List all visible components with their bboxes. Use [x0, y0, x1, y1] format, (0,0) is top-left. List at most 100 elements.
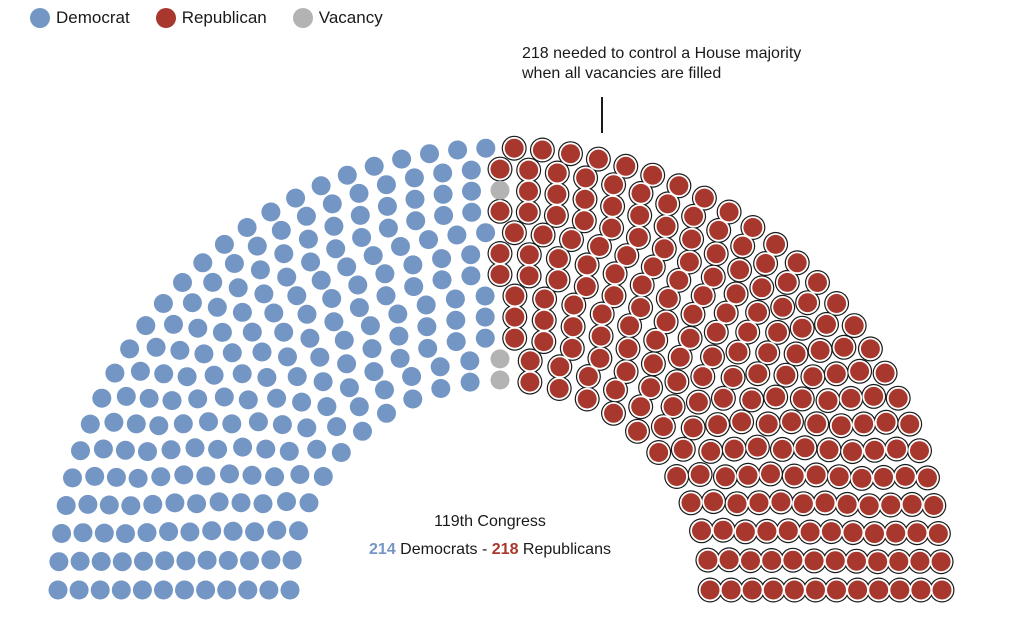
- seat-republican: [490, 244, 510, 263]
- seat-democrat: [433, 163, 453, 183]
- seat-republican: [701, 441, 721, 461]
- seat-democrat: [162, 391, 182, 411]
- seat-republican: [604, 175, 624, 195]
- seat-republican: [874, 467, 894, 487]
- seat-democrat: [247, 236, 267, 256]
- seat-republican: [679, 252, 699, 272]
- seat-democrat: [299, 493, 319, 513]
- seat-republican: [590, 348, 610, 368]
- seat-republican: [726, 284, 746, 304]
- seat-republican: [766, 234, 786, 254]
- seat-democrat: [149, 416, 169, 436]
- seat-republican: [653, 417, 673, 437]
- seat-democrat: [279, 441, 299, 461]
- seat-republican: [881, 495, 901, 515]
- seat-republican: [738, 465, 758, 485]
- seat-republican: [844, 316, 864, 336]
- seat-democrat: [326, 239, 346, 259]
- seat-republican: [806, 465, 826, 485]
- seat-republican: [631, 298, 651, 318]
- seat-republican: [547, 163, 567, 183]
- seat-democrat: [187, 494, 207, 514]
- seat-vacancy: [490, 349, 510, 369]
- seat-democrat: [202, 521, 222, 541]
- seat-democrat: [116, 524, 135, 544]
- seat-democrat: [69, 580, 89, 600]
- seat-democrat: [240, 551, 259, 571]
- seat-republican: [783, 550, 803, 570]
- seat-democrat: [188, 389, 208, 409]
- seat-democrat: [375, 264, 395, 284]
- seat-democrat: [176, 551, 196, 571]
- seat-democrat: [259, 580, 279, 600]
- seat-republican: [890, 580, 910, 600]
- seat-democrat: [130, 361, 150, 381]
- seat-republican: [743, 218, 763, 237]
- seat-democrat: [475, 328, 495, 348]
- seat-democrat: [242, 465, 262, 485]
- dem-label: Democrats: [400, 541, 478, 558]
- seat-democrat: [180, 522, 200, 542]
- seat-republican: [860, 339, 880, 359]
- seat-republican: [631, 183, 651, 203]
- seat-democrat: [136, 316, 156, 336]
- seat-republican: [727, 494, 747, 514]
- seat-republican: [683, 304, 703, 324]
- seat-republican: [505, 328, 525, 348]
- seat-democrat: [475, 286, 495, 306]
- seat-republican: [683, 418, 703, 438]
- seat-republican: [735, 522, 755, 542]
- seat-republican: [752, 278, 772, 298]
- seat-democrat: [48, 580, 68, 600]
- seat-democrat: [63, 468, 82, 488]
- seat-republican: [703, 347, 722, 367]
- seat-republican: [688, 392, 708, 412]
- seat-democrat: [349, 298, 369, 318]
- legend-label-democrat: Democrat: [56, 8, 130, 27]
- seat-democrat: [116, 386, 136, 406]
- seat-republican: [617, 246, 637, 266]
- seat-republican: [766, 387, 786, 407]
- seat-republican: [641, 378, 661, 398]
- seat-republican: [604, 286, 624, 306]
- seat-democrat: [250, 260, 270, 280]
- seat-democrat: [420, 144, 439, 164]
- seat-republican: [806, 580, 825, 600]
- seat-democrat: [177, 367, 197, 387]
- seat-republican: [889, 552, 909, 571]
- seat-democrat: [104, 412, 124, 432]
- party-totals: 214 Democrats - 218 Republicans: [330, 541, 650, 559]
- seat-democrat: [292, 392, 312, 412]
- seat-republican: [848, 580, 868, 600]
- seat-republican: [859, 496, 879, 516]
- seat-democrat: [132, 580, 152, 600]
- seat-democrat: [78, 494, 98, 514]
- seat-republican: [784, 466, 804, 486]
- seat-republican: [631, 397, 651, 417]
- seat-democrat: [434, 206, 454, 225]
- seat-democrat: [476, 223, 496, 243]
- seat-republican: [825, 551, 845, 571]
- seat-democrat: [207, 297, 227, 317]
- seat-republican: [548, 249, 568, 269]
- seat-republican: [876, 412, 896, 432]
- seat-democrat: [392, 149, 412, 169]
- seat-democrat: [364, 156, 384, 176]
- seat-democrat: [252, 342, 272, 362]
- seat-republican: [869, 580, 889, 600]
- seat-republican: [847, 551, 866, 571]
- seat-republican: [667, 467, 687, 486]
- seat-republican: [550, 357, 570, 377]
- seat-republican: [821, 522, 841, 542]
- seat-democrat: [337, 257, 357, 277]
- seat-republican: [520, 351, 540, 371]
- seat-democrat: [161, 440, 181, 460]
- seat-democrat: [322, 289, 342, 308]
- seat-democrat: [300, 328, 320, 348]
- seat-democrat: [364, 362, 384, 382]
- seat-democrat: [85, 466, 105, 486]
- seat-democrat: [282, 550, 302, 570]
- seat-democrat: [256, 439, 276, 459]
- seat-republican: [643, 257, 663, 277]
